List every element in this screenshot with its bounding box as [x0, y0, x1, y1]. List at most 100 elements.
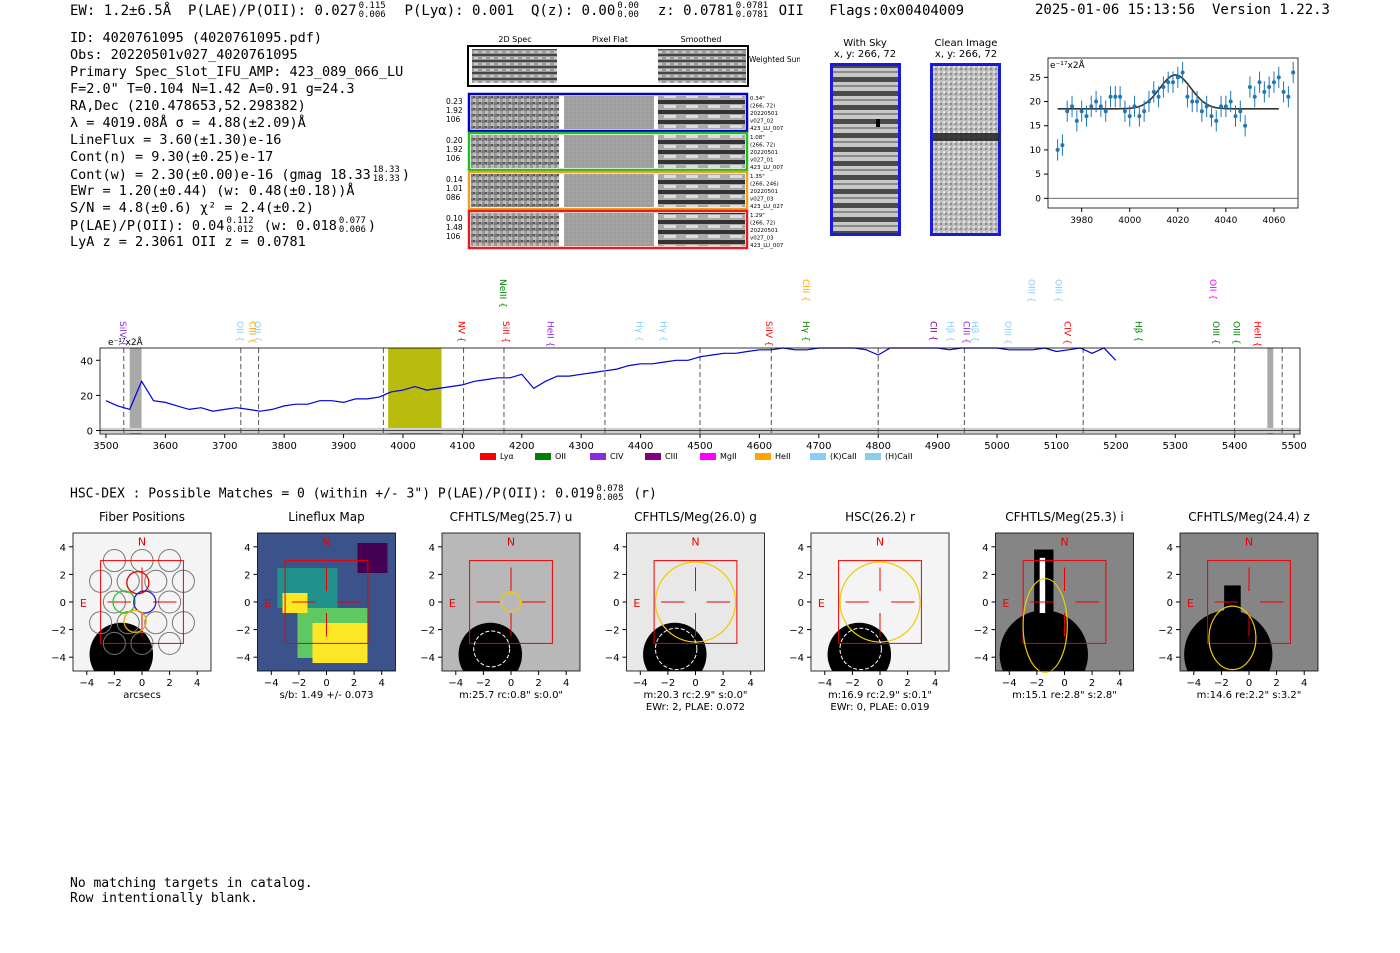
emission-line-label: SiIV {	[763, 321, 773, 347]
aperture-box	[1207, 560, 1291, 644]
detection-info: ID: 4020761095 (4020761095.pdf) Obs: 202…	[70, 30, 410, 251]
col-header-pixel-flat: Pixel Flat	[592, 35, 628, 44]
footer-line-2: Row intentionally blank.	[70, 891, 258, 906]
emission-line-label: Hγ {	[657, 321, 667, 342]
cutout-right-label: v027_01	[750, 158, 774, 164]
panel-title: HSC(26.2) r	[845, 510, 915, 524]
compass-east: E	[1187, 597, 1194, 610]
legend-swatch	[645, 453, 661, 460]
compass-north: N	[138, 535, 146, 548]
data-point	[1199, 109, 1204, 114]
cutout-left-label: 106	[446, 154, 461, 163]
panel-xtick-label: 2	[904, 678, 910, 689]
image-panel: CFHTLS/Meg(24.4) zNE−4−4−2−2002244m:14.6…	[1158, 510, 1319, 701]
weighted-sum-smoothed	[658, 49, 746, 83]
panel-caption: arcsecs	[123, 690, 161, 701]
panel-xtick-label: 2	[1273, 678, 1279, 689]
emission-line-text: CIII {	[960, 321, 970, 344]
hsc-lo: 0.005	[596, 493, 624, 503]
emission-line-label: NV {	[455, 321, 465, 342]
cutout-left-label: 1.92	[446, 106, 463, 115]
emission-line-text: OIII {	[1002, 321, 1012, 345]
cutout-2d	[471, 174, 559, 207]
cutout-flat	[564, 96, 654, 129]
zoom-line-plot: e⁻¹⁷x2Å 3980 4000 4020 4040 4060 0 5 10 15 20 25	[1030, 57, 1299, 226]
panel-xtick-label: 4	[563, 678, 569, 689]
zoom-xtick-label: 4020	[1166, 216, 1189, 226]
fiber-orange	[123, 609, 147, 634]
plae-w-hi: 0.077	[338, 216, 366, 226]
hsc-title: HSC-DEX : Possible Matches = 0 (within +…	[70, 486, 595, 502]
aperture-box	[838, 560, 922, 644]
data-point	[1195, 99, 1200, 104]
qz-hi: 0.00	[617, 1, 639, 11]
panel-ytick-label: 4	[982, 543, 988, 554]
qz-value: Q(z): 0.00	[530, 3, 616, 19]
cutout-right-label: 20220501	[750, 111, 778, 117]
compass-north: N	[876, 535, 884, 548]
bright-source	[999, 610, 1088, 671]
shaded-region	[129, 348, 142, 434]
emission-line-text: HeII {	[1251, 321, 1261, 347]
info-lya: LyA z = 2.3061 OII z = 0.0781	[70, 234, 306, 250]
panel-ytick-label: 4	[244, 543, 250, 554]
panel-image	[442, 533, 580, 671]
panel-caption: m:25.7 rc:0.8" s:0.0"	[459, 690, 563, 701]
panel-title: CFHTLS/Meg(24.4) z	[1188, 510, 1310, 524]
spectrum-xtick-label: 4300	[568, 441, 593, 452]
panel-title: CFHTLS/Meg(26.0) g	[634, 510, 757, 524]
panel-ytick-label: −4	[51, 653, 66, 664]
aperture-ellipse	[1022, 577, 1068, 673]
spectrum-xtick-label: 4000	[390, 441, 415, 452]
panel-caption-2: EWr: 0, PLAE: 0.019	[830, 702, 929, 713]
data-point	[1089, 104, 1094, 109]
data-point	[1175, 75, 1180, 80]
panel-xtick-label: 2	[535, 678, 541, 689]
source-ellipse	[473, 630, 511, 668]
data-point	[1276, 75, 1281, 80]
panel-xtick-label: 4	[1117, 678, 1123, 689]
panel-xtick-label: −2	[476, 678, 491, 689]
panel-xtick-label: 2	[720, 678, 726, 689]
info-contw: Cont(w) = 2.30(±0.00)e-16 (gmag 18.33 18.…	[70, 166, 410, 184]
panel-xtick-label: 2	[1089, 678, 1095, 689]
panel-caption: m:20.3 rc:2.9" s:0.0"	[643, 690, 747, 701]
bright-source	[827, 622, 892, 671]
spectrum-xtick-label: 5500	[1281, 441, 1306, 452]
z-value: z: 0.0781	[657, 3, 734, 19]
panel-xtick-label: 0	[323, 678, 329, 689]
compass-east: E	[1002, 597, 1009, 610]
emission-line-text: OII {	[252, 321, 262, 342]
emission-line-text: OIII {	[1210, 321, 1220, 345]
data-point	[1118, 94, 1123, 99]
panel-image	[626, 533, 765, 671]
panel-xtick-label: 0	[508, 678, 514, 689]
emission-line-label: NeIII {	[497, 279, 507, 308]
emission-line-label: CII {	[928, 321, 938, 341]
spectrum-xtick-label: 3600	[153, 441, 178, 452]
data-point	[1247, 85, 1252, 90]
data-point	[1166, 80, 1171, 85]
zoom-axes	[1047, 57, 1299, 209]
source-ellipse	[654, 627, 698, 671]
spectrum-xtick-label: 4600	[747, 441, 772, 452]
contw-text: Cont(w) = 2.30(±0.00)e-16 (gmag 18.33	[70, 167, 371, 183]
data-point	[1223, 104, 1228, 109]
spectrum-xtick-label: 4900	[925, 441, 950, 452]
cutout-right-label: 423_LU_007	[750, 126, 784, 132]
panel-ytick-label: 4	[60, 543, 66, 554]
panel-xtick-label: 0	[692, 678, 698, 689]
data-point	[1262, 89, 1267, 94]
spectrum-xtick-label: 4800	[865, 441, 890, 452]
cutout-smoothed	[658, 96, 745, 129]
panel-ytick-label: 2	[60, 570, 66, 581]
panel-xtick-label: −4	[633, 678, 648, 689]
panel-ytick-label: 4	[613, 543, 619, 554]
cutout-right-label: 1.35"	[750, 174, 765, 180]
spectrum-xtick-label: 3900	[331, 441, 356, 452]
panel-ytick-label: 0	[613, 598, 619, 609]
cutout-smoothed	[658, 213, 745, 246]
data-point	[1185, 94, 1190, 99]
emission-line-text: OII {	[1207, 279, 1217, 300]
